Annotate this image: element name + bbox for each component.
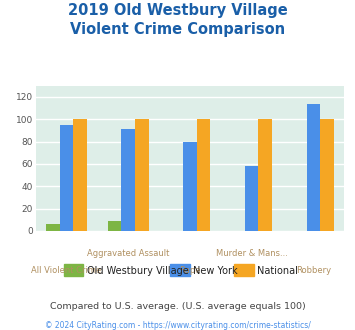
Bar	[73, 119, 87, 231]
Bar	[121, 129, 135, 231]
Text: Rape: Rape	[179, 266, 201, 275]
Bar	[245, 166, 258, 231]
Text: Aggravated Assault: Aggravated Assault	[87, 249, 169, 258]
Text: © 2024 CityRating.com - https://www.cityrating.com/crime-statistics/: © 2024 CityRating.com - https://www.city…	[45, 321, 310, 330]
Bar	[46, 224, 60, 231]
Text: Compared to U.S. average. (U.S. average equals 100): Compared to U.S. average. (U.S. average …	[50, 302, 305, 311]
Bar	[60, 125, 73, 231]
Text: 2019 Old Westbury Village
Violent Crime Comparison: 2019 Old Westbury Village Violent Crime …	[67, 3, 288, 37]
Text: All Violent Crime: All Violent Crime	[31, 266, 102, 275]
Bar	[135, 119, 148, 231]
Bar	[307, 104, 320, 231]
Text: National: National	[257, 266, 298, 276]
Text: Robbery: Robbery	[296, 266, 331, 275]
Text: New York: New York	[193, 266, 238, 276]
Text: Murder & Mans...: Murder & Mans...	[216, 249, 288, 258]
Text: Old Westbury Village: Old Westbury Village	[87, 266, 189, 276]
Bar	[108, 221, 121, 231]
Bar	[320, 119, 334, 231]
Bar	[258, 119, 272, 231]
Bar	[197, 119, 210, 231]
Bar	[183, 142, 197, 231]
